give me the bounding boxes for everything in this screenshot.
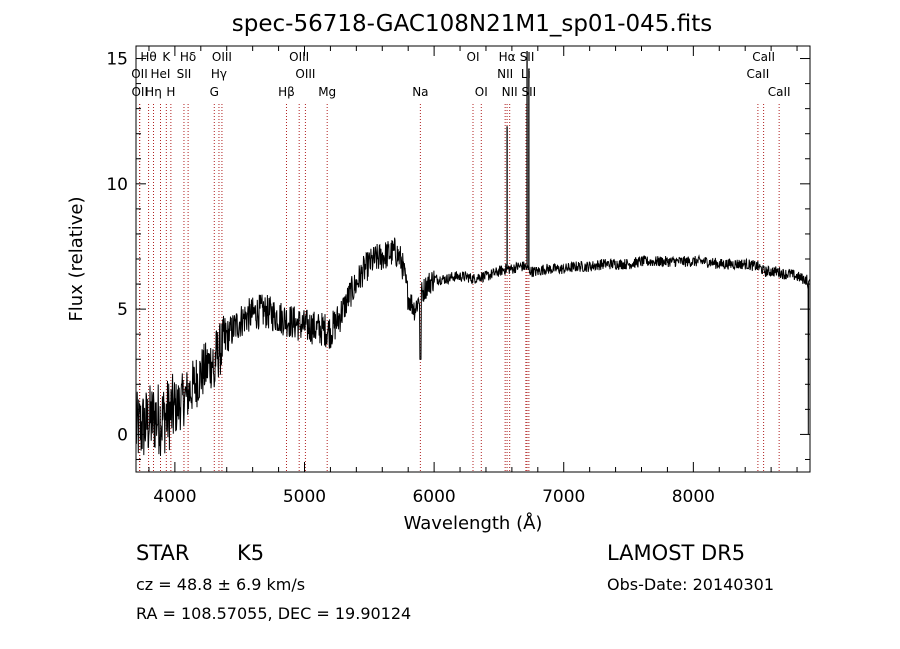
line-label: K [162, 50, 171, 64]
x-tick-label: 7000 [542, 487, 585, 507]
sky-coordinates: RA = 108.57055, DEC = 19.90124 [136, 604, 411, 623]
line-label: OI [475, 85, 488, 99]
line-label: OII [131, 67, 148, 81]
x-tick-label: 6000 [412, 487, 455, 507]
object-class: STAR [136, 541, 189, 565]
line-label: Na [412, 85, 428, 99]
line-label: Hγ [211, 67, 227, 81]
line-label: CaII [768, 85, 791, 99]
line-label: OIII [289, 50, 309, 64]
y-axis-label: Flux (relative) [66, 196, 87, 321]
line-label: CaII [746, 67, 769, 81]
redshift-cz: cz = 48.8 ± 6.9 km/s [136, 575, 305, 594]
plot-frame [135, 45, 811, 473]
object-subclass: K5 [237, 541, 264, 565]
y-tick-label: 5 [117, 300, 128, 320]
x-axis-label: Wavelength (Å) [404, 512, 543, 534]
line-label: NII [497, 67, 513, 81]
y-tick-label: 10 [106, 175, 128, 195]
spectrum-line [135, 237, 811, 457]
line-label: H [166, 85, 175, 99]
line-label: Mg [318, 85, 336, 99]
x-tick-label: 8000 [672, 487, 715, 507]
line-label: HeI [151, 67, 171, 81]
line-label: OIII [212, 50, 232, 64]
x-axis-ticks: 4000 5000 6000 7000 8000 [148, 46, 798, 507]
line-label: SII [177, 67, 192, 81]
line-label: OIII [295, 67, 315, 81]
line-label: Hβ [278, 85, 295, 99]
line-label: CaII [752, 50, 775, 64]
x-tick-label: 4000 [153, 487, 196, 507]
y-axis-ticks: 0 5 10 15 [106, 50, 810, 460]
chart-title: spec-56718-GAC108N21M1_sp01-045.fits [232, 11, 712, 37]
line-label: Hα [499, 50, 516, 64]
line-label: Hθ [140, 50, 156, 64]
line-label: OI [467, 50, 480, 64]
line-label: Hη [145, 85, 162, 99]
y-tick-label: 15 [106, 50, 128, 70]
line-label: Hδ [180, 50, 196, 64]
line-label: G [210, 85, 219, 99]
survey-name: LAMOST DR5 [607, 541, 745, 565]
line-label: Li [521, 67, 531, 81]
line-label: NII [502, 85, 518, 99]
emission-spikes [506, 51, 530, 270]
y-tick-label: 0 [117, 425, 128, 445]
spectral-line-markers [138, 104, 780, 472]
x-tick-label: 5000 [283, 487, 326, 507]
observation-date: Obs-Date: 20140301 [607, 575, 774, 594]
